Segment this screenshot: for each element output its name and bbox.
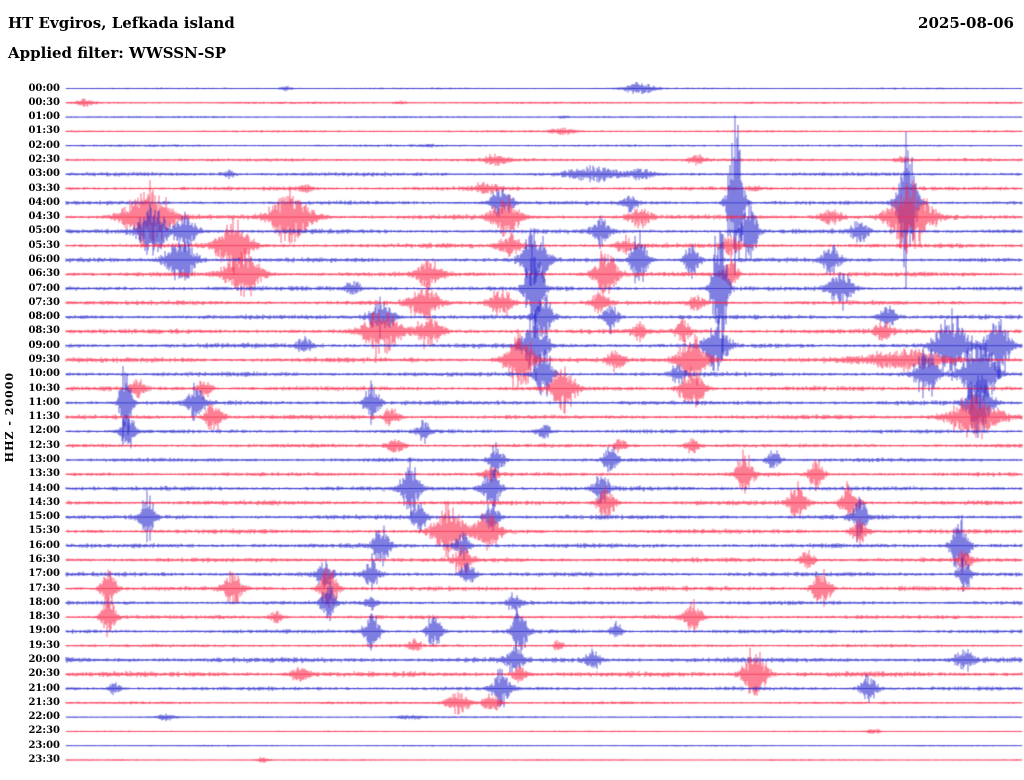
time-label: 11:30 [28,411,60,423]
time-label: 18:30 [28,611,60,623]
time-label: 20:00 [28,653,60,665]
time-label: 10:00 [28,368,60,380]
time-label: 19:30 [28,639,60,651]
time-label: 09:00 [28,339,60,351]
time-label: 06:30 [28,268,60,280]
time-label: 15:30 [28,525,60,537]
time-label: 21:30 [28,696,60,708]
time-label: 01:00 [28,111,60,123]
time-label: 14:30 [28,496,60,508]
time-label: 20:30 [28,668,60,680]
time-label: 17:00 [28,568,60,580]
time-label: 04:30 [28,211,60,223]
time-label: 02:00 [28,139,60,151]
time-label: 12:00 [28,425,60,437]
time-label: 11:00 [28,396,60,408]
time-label: 03:30 [28,182,60,194]
time-label: 23:00 [28,739,60,751]
station-title: HT Evgiros, Lefkada island [8,14,235,32]
time-label: 00:00 [28,82,60,94]
time-label: 07:00 [28,282,60,294]
time-label: 06:00 [28,253,60,265]
time-label: 14:00 [28,482,60,494]
time-label: 03:00 [28,168,60,180]
time-label: 08:30 [28,325,60,337]
filter-label: Applied filter: WWSSN-SP [8,44,227,62]
time-label: 17:30 [28,582,60,594]
time-label: 01:30 [28,125,60,137]
time-label: 22:30 [28,725,60,737]
time-label: 08:00 [28,311,60,323]
time-label: 12:30 [28,439,60,451]
time-label: 16:30 [28,553,60,565]
time-label: 00:30 [28,96,60,108]
date-label: 2025-08-06 [918,14,1014,32]
time-label: 10:30 [28,382,60,394]
time-label: 13:30 [28,468,60,480]
time-label: 13:00 [28,453,60,465]
time-label: 07:30 [28,296,60,308]
time-label: 05:00 [28,225,60,237]
time-label: 19:00 [28,625,60,637]
time-label: 15:00 [28,511,60,523]
time-label: 22:00 [28,711,60,723]
time-label: 18:00 [28,596,60,608]
time-label: 21:00 [28,682,60,694]
time-label: 04:00 [28,196,60,208]
time-label: 02:30 [28,153,60,165]
time-label: 05:30 [28,239,60,251]
time-label: 09:30 [28,353,60,365]
time-label: 23:30 [28,754,60,765]
time-label: 16:00 [28,539,60,551]
